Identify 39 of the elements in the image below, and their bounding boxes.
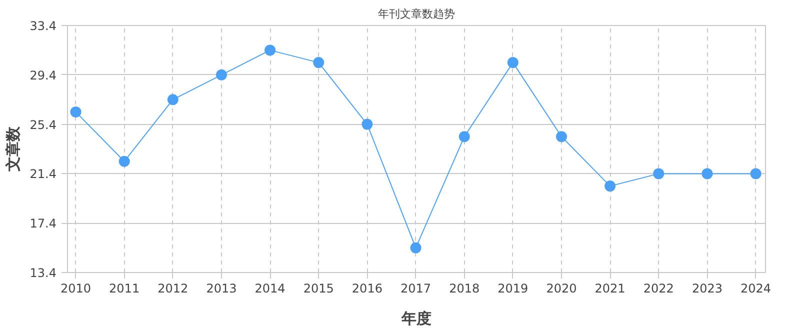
point: [750, 168, 762, 180]
x-tick-label: 2021: [594, 282, 626, 296]
point: [70, 106, 82, 118]
x-axis-title: 年度: [400, 310, 432, 328]
x-tick-label: 2023: [692, 282, 722, 296]
point: [167, 94, 178, 106]
x-tick-label: 2015: [303, 282, 334, 296]
x-tick-label: 2014: [254, 282, 286, 296]
y-axis-title: 文章数: [4, 126, 22, 172]
y-tick-label: 25.4: [30, 118, 56, 132]
point: [507, 57, 518, 68]
point: [556, 131, 567, 142]
x-tick-label: 2013: [206, 282, 237, 296]
y-tick-label: 13.4: [30, 266, 56, 280]
y-tick-label: 29.4: [30, 68, 56, 82]
x-tick-label: 2016: [352, 282, 382, 296]
point: [702, 168, 713, 180]
x-tick-label: 2019: [498, 282, 528, 296]
y-tick-label: 21.4: [30, 167, 56, 182]
point: [458, 131, 470, 142]
x-tick-label: 2022: [643, 282, 674, 296]
point: [653, 168, 664, 180]
x-tick-label: 2012: [158, 282, 188, 296]
point: [410, 242, 422, 254]
x-tick-label: 2020: [546, 282, 577, 296]
chart-title: 年刊文章数趋势: [378, 8, 455, 20]
point: [216, 69, 227, 80]
x-tick-label: 2024: [740, 282, 772, 296]
x-tick-label: 2011: [109, 282, 140, 296]
point: [118, 156, 130, 167]
y-tick-label: 17.4: [30, 216, 56, 231]
y-tick-label: 33.4: [30, 19, 56, 33]
point: [362, 118, 373, 130]
x-tick-label: 2017: [400, 282, 432, 296]
x-tick-label: 2018: [449, 282, 480, 296]
point: [313, 57, 324, 68]
point: [604, 180, 616, 192]
x-tick-label: 2010: [60, 282, 92, 296]
point: [264, 44, 276, 56]
